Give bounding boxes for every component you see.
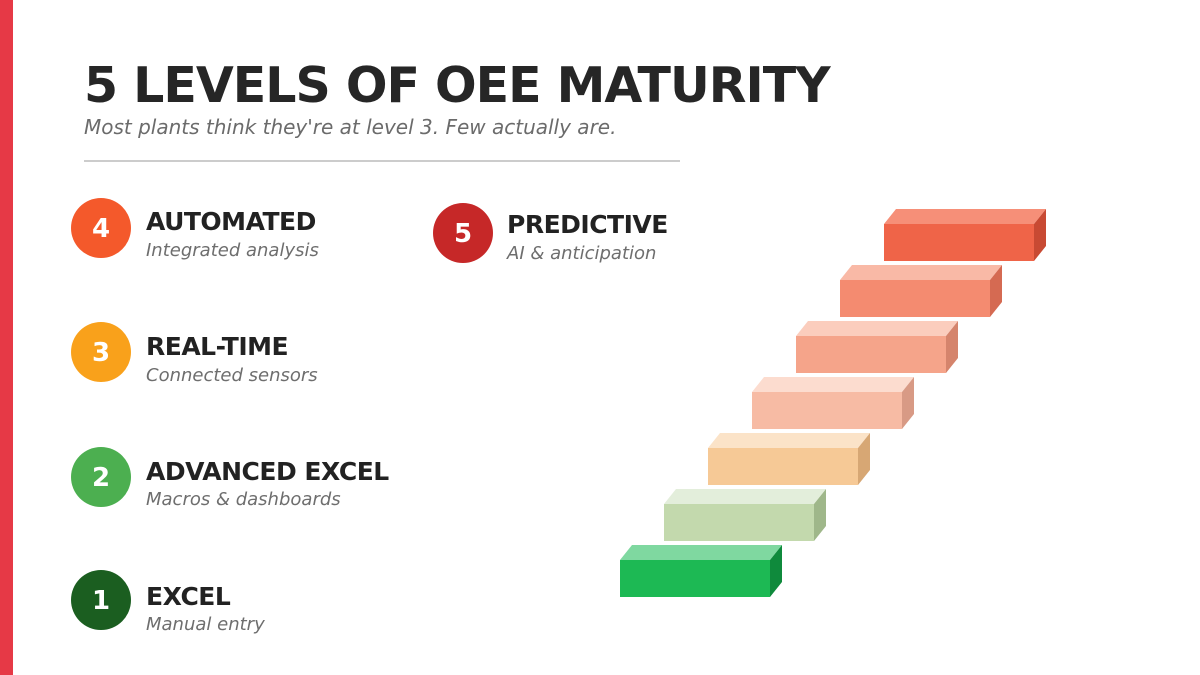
level-description: Connected sensors bbox=[146, 365, 318, 386]
level: 3 REAL-TIME Connected sensors bbox=[71, 322, 318, 386]
stair-face bbox=[708, 433, 870, 448]
stair-face bbox=[796, 336, 946, 373]
level-description: Integrated analysis bbox=[146, 240, 319, 261]
stair-face bbox=[620, 560, 770, 597]
stair-face bbox=[770, 545, 782, 597]
level-number: 4 bbox=[92, 214, 110, 244]
level-title: PREDICTIVE bbox=[507, 210, 668, 239]
title: 5 LEVELS OF OEE MATURITY bbox=[84, 57, 831, 114]
stair-face bbox=[796, 321, 958, 336]
subtitle: Most plants think they're at level 3. Fe… bbox=[84, 115, 616, 139]
stair-face bbox=[752, 377, 914, 392]
level-badge bbox=[433, 203, 493, 263]
level-number: 2 bbox=[92, 463, 110, 493]
level-number: 5 bbox=[454, 219, 472, 249]
stair-face bbox=[840, 280, 990, 317]
stair-face bbox=[884, 224, 1034, 261]
level-badge bbox=[71, 198, 131, 258]
level-description: Macros & dashboards bbox=[146, 489, 341, 510]
stair-face bbox=[664, 504, 814, 541]
level: 4 AUTOMATED Integrated analysis bbox=[71, 198, 319, 261]
level-title: EXCEL bbox=[146, 582, 231, 611]
level-description: AI & anticipation bbox=[506, 243, 656, 264]
staircase bbox=[620, 209, 1046, 597]
stair-face bbox=[840, 265, 1002, 280]
stair-face bbox=[752, 392, 902, 429]
level-description: Manual entry bbox=[146, 614, 265, 635]
stair-face bbox=[946, 321, 958, 373]
stair-face bbox=[664, 489, 826, 504]
level: 5 PREDICTIVE AI & anticipation bbox=[433, 203, 668, 264]
level-badge bbox=[71, 570, 131, 630]
level: 1 EXCEL Manual entry bbox=[71, 570, 265, 635]
stair-face bbox=[620, 545, 782, 560]
stair-face bbox=[814, 489, 826, 541]
stair-face bbox=[708, 448, 858, 485]
level-badge bbox=[71, 322, 131, 382]
stair-face bbox=[884, 209, 1046, 224]
level-title: REAL-TIME bbox=[146, 332, 288, 361]
level-number: 3 bbox=[92, 338, 110, 368]
level-title: AUTOMATED bbox=[146, 207, 316, 236]
level-number: 1 bbox=[92, 586, 110, 616]
level-badge bbox=[71, 447, 131, 507]
stair-face bbox=[1034, 209, 1046, 261]
accent-bar bbox=[0, 0, 13, 675]
level: 2 ADVANCED EXCEL Macros & dashboards bbox=[71, 447, 390, 510]
stair-face bbox=[858, 433, 870, 485]
stair-face bbox=[990, 265, 1002, 317]
level-title: ADVANCED EXCEL bbox=[146, 457, 389, 486]
stair-face bbox=[902, 377, 914, 429]
